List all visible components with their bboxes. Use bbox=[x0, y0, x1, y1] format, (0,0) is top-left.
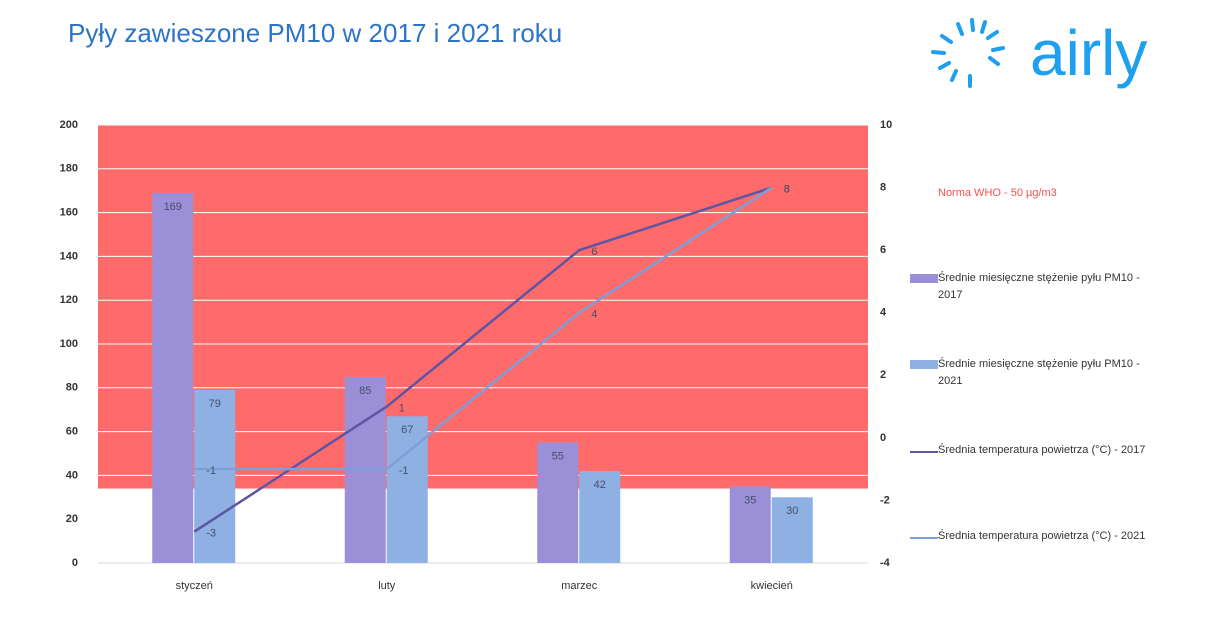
legend-label: Średnie miesięczne stężenie pyłu PM10 - … bbox=[938, 272, 1140, 301]
y-tick-label: 60 bbox=[66, 426, 78, 438]
y2-tick-label: 2 bbox=[880, 369, 886, 381]
y2-tick-label: 0 bbox=[880, 432, 886, 444]
legend-swatch bbox=[910, 537, 938, 539]
bar-label: 67 bbox=[401, 424, 413, 436]
line-label: -3 bbox=[206, 528, 216, 540]
bar bbox=[152, 192, 194, 563]
x-tick-label: kwiecień bbox=[751, 580, 793, 592]
legend-item: Średnia temperatura powietrza (°C) - 202… bbox=[910, 528, 1160, 545]
bar bbox=[771, 497, 813, 563]
legend-swatch bbox=[910, 360, 938, 369]
y-tick-label: 20 bbox=[66, 513, 78, 525]
legend-label: Średnia temperatura powietrza (°C) - 202… bbox=[938, 530, 1146, 542]
bar bbox=[729, 486, 771, 563]
bar-label: 42 bbox=[594, 479, 606, 491]
y-tick-label: 160 bbox=[60, 207, 78, 219]
legend-swatch bbox=[910, 274, 938, 283]
y2-tick-label: 10 bbox=[880, 119, 892, 131]
bar bbox=[537, 442, 579, 563]
y-tick-label: 200 bbox=[60, 119, 78, 131]
line-label: 6 bbox=[591, 246, 597, 258]
bar-label: 30 bbox=[786, 505, 798, 517]
y2-tick-label: 4 bbox=[880, 307, 887, 319]
chart-title: Pyły zawieszone PM10 w 2017 i 2021 roku bbox=[68, 18, 562, 48]
logo-rays bbox=[931, 18, 1005, 88]
y-tick-label: 40 bbox=[66, 469, 78, 481]
y-tick-label: 0 bbox=[72, 557, 78, 569]
line-label: 1 bbox=[399, 402, 405, 414]
line-label: 4 bbox=[591, 309, 597, 321]
legend-item: Średnia temperatura powietrza (°C) - 201… bbox=[910, 442, 1160, 459]
bar-label: 55 bbox=[552, 450, 564, 462]
line-label: 8 bbox=[784, 183, 790, 195]
y-tick-label: 180 bbox=[60, 163, 78, 175]
bar bbox=[194, 389, 236, 563]
y2-tick-label: -2 bbox=[880, 494, 890, 506]
y2-tick-label: 8 bbox=[880, 181, 886, 193]
y-tick-label: 100 bbox=[60, 338, 78, 350]
legend-swatch bbox=[910, 451, 938, 453]
y-tick-label: 120 bbox=[60, 294, 78, 306]
legend-item: Średnie miesięczne stężenie pyłu PM10 - … bbox=[910, 356, 1160, 390]
bar-label: 85 bbox=[359, 385, 371, 397]
bar bbox=[579, 471, 621, 563]
line-label: 8 bbox=[784, 183, 790, 195]
y2-tick-label: -4 bbox=[880, 557, 891, 569]
bar bbox=[386, 416, 428, 563]
line bbox=[194, 186, 773, 471]
x-tick-label: marzec bbox=[561, 580, 598, 592]
legend-label: Średnia temperatura powietrza (°C) - 201… bbox=[938, 444, 1146, 456]
line-label: -1 bbox=[206, 465, 216, 477]
logo-text: airly bbox=[1030, 17, 1147, 89]
bar-label: 35 bbox=[744, 494, 756, 506]
y-tick-label: 80 bbox=[66, 382, 78, 394]
y2-tick-label: 6 bbox=[880, 244, 886, 256]
legend-label: Średnie miesięczne stężenie pyłu PM10 - … bbox=[938, 358, 1140, 387]
annotation: Norma WHO - 50 µg/m3 bbox=[938, 187, 1057, 199]
x-tick-label: luty bbox=[378, 580, 396, 592]
bar-label: 79 bbox=[209, 398, 221, 410]
line-label: -1 bbox=[399, 465, 409, 477]
y-tick-label: 140 bbox=[60, 250, 78, 262]
legend-item: Średnie miesięczne stężenie pyłu PM10 - … bbox=[910, 270, 1160, 304]
bar-label: 169 bbox=[164, 201, 182, 213]
x-tick-label: styczeń bbox=[176, 580, 213, 592]
